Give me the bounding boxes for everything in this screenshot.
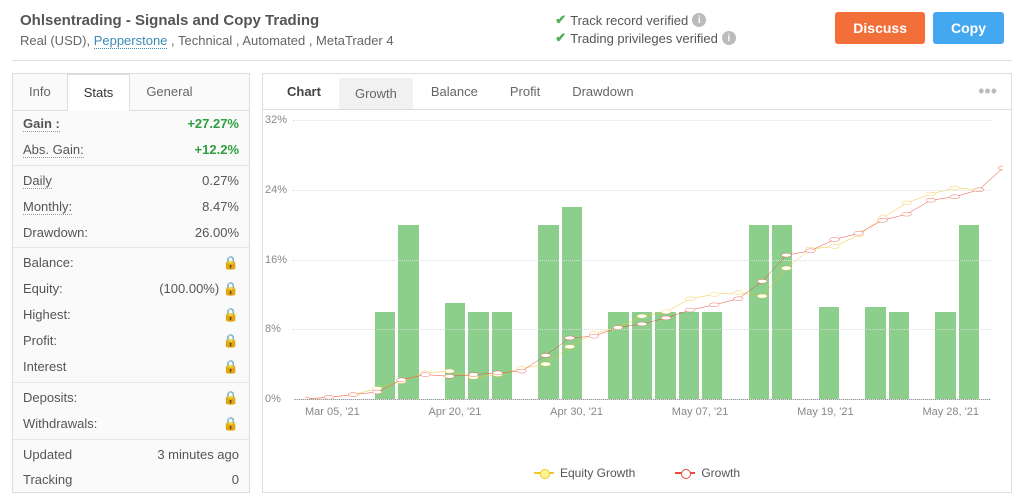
chart-bar[interactable]	[865, 307, 885, 399]
chart-bar[interactable]	[492, 312, 512, 399]
subtitle: Real (USD), Pepperstone , Technical , Au…	[20, 33, 555, 48]
stat-row: Highest: 🔒	[13, 302, 249, 328]
chart-bar[interactable]	[702, 312, 722, 399]
chart-bar[interactable]	[608, 312, 628, 399]
stat-row: Abs. Gain:+12.2%	[13, 137, 249, 163]
stats-sidebar: InfoStatsGeneral Gain :+27.27%Abs. Gain:…	[12, 73, 250, 493]
chart-bar[interactable]	[375, 312, 395, 399]
stats-body: Gain :+27.27%Abs. Gain:+12.2% Daily0.27%M…	[13, 111, 249, 492]
stat-row: Balance: 🔒	[13, 250, 249, 276]
chart-bar[interactable]	[679, 312, 699, 399]
sidebar-tab-stats[interactable]: Stats	[67, 74, 131, 111]
chart-tab-balance[interactable]: Balance	[415, 74, 494, 109]
stat-row: Interest 🔒	[13, 354, 249, 380]
more-icon[interactable]: •••	[978, 81, 1003, 102]
stat-row: Daily0.27%	[13, 168, 249, 194]
track-record-verified: ✔ Track record verified i	[555, 12, 835, 28]
info-icon[interactable]: i	[692, 13, 706, 27]
stat-row: Gain :+27.27%	[13, 111, 249, 137]
sidebar-tab-general[interactable]: General	[130, 74, 208, 110]
stat-row: Deposits: 🔒	[13, 385, 249, 411]
chart-bar[interactable]	[632, 312, 652, 399]
chart-bar[interactable]	[538, 225, 558, 399]
lock-icon: 🔒	[223, 416, 239, 431]
chart-panel: ChartGrowthBalanceProfitDrawdown••• 0%8%…	[262, 73, 1012, 493]
stat-row: Drawdown:26.00%	[13, 220, 249, 245]
chart-legend: Equity Growth Growth	[263, 454, 1011, 492]
chart-area: 0%8%16%24%32% Mar 05, '21Apr 20, '21Apr …	[263, 110, 1011, 454]
chart-bar[interactable]	[562, 207, 582, 399]
chart-tab-chart: Chart	[271, 74, 337, 109]
chart-bar[interactable]	[398, 225, 418, 399]
chart-bar[interactable]	[935, 312, 955, 399]
lock-icon: 🔒	[223, 390, 239, 405]
stat-row: Profit: 🔒	[13, 328, 249, 354]
stat-row: Equity:(100.00%) 🔒	[13, 276, 249, 302]
chart-bar[interactable]	[819, 307, 839, 399]
chart-bar[interactable]	[889, 312, 909, 399]
lock-icon: 🔒	[219, 281, 239, 296]
legend-growth[interactable]: Growth	[675, 466, 740, 480]
check-icon: ✔	[555, 30, 566, 46]
chart-bar[interactable]	[772, 225, 792, 399]
chart-tab-drawdown[interactable]: Drawdown	[556, 74, 649, 109]
check-icon: ✔	[555, 12, 566, 28]
header: Ohlsentrading - Signals and Copy Trading…	[12, 8, 1012, 61]
lock-icon: 🔒	[223, 255, 239, 270]
chart-bar[interactable]	[655, 312, 675, 399]
chart-bar[interactable]	[959, 225, 979, 399]
lock-icon: 🔒	[223, 359, 239, 374]
sidebar-tab-info[interactable]: Info	[13, 74, 67, 110]
stat-row: Updated3 minutes ago	[13, 442, 249, 467]
lock-icon: 🔒	[223, 333, 239, 348]
page-title: Ohlsentrading - Signals and Copy Trading	[20, 12, 555, 29]
chart-tab-profit[interactable]: Profit	[494, 74, 556, 109]
lock-icon: 🔒	[223, 307, 239, 322]
chart-bar[interactable]	[468, 312, 488, 399]
stat-row: Monthly:8.47%	[13, 194, 249, 220]
chart-bar[interactable]	[445, 303, 465, 399]
chart-tabs: ChartGrowthBalanceProfitDrawdown •••	[263, 74, 1011, 110]
chart-bar[interactable]	[749, 225, 769, 399]
sidebar-tabs: InfoStatsGeneral	[13, 74, 249, 111]
discuss-button[interactable]: Discuss	[835, 12, 925, 44]
chart-tab-growth[interactable]: Growth	[339, 78, 413, 109]
copy-button[interactable]: Copy	[933, 12, 1004, 44]
broker-link[interactable]: Pepperstone	[94, 33, 168, 49]
info-icon[interactable]: i	[722, 31, 736, 45]
privileges-verified: ✔ Trading privileges verified i	[555, 30, 835, 46]
stat-row: Withdrawals: 🔒	[13, 411, 249, 437]
stat-row: Tracking0	[13, 467, 249, 492]
legend-equity[interactable]: Equity Growth	[534, 466, 635, 480]
